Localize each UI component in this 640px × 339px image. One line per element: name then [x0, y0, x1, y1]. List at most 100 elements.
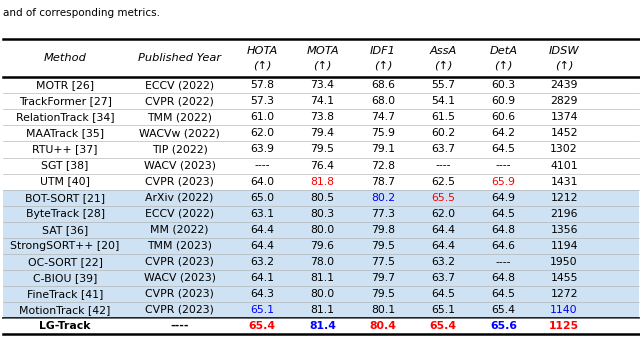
- Text: 1272: 1272: [550, 289, 578, 299]
- Text: (↑): (↑): [253, 60, 271, 70]
- Text: 76.4: 76.4: [310, 161, 335, 171]
- Text: MotionTrack [42]: MotionTrack [42]: [19, 305, 111, 315]
- Text: 77.3: 77.3: [371, 208, 395, 219]
- Text: OC-SORT [22]: OC-SORT [22]: [28, 257, 102, 267]
- Text: 55.7: 55.7: [431, 80, 455, 91]
- Text: 1452: 1452: [550, 128, 578, 138]
- Text: RelationTrack [34]: RelationTrack [34]: [16, 113, 115, 122]
- Text: 81.4: 81.4: [309, 321, 336, 331]
- Text: CVPR (2023): CVPR (2023): [145, 257, 214, 267]
- Text: CVPR (2023): CVPR (2023): [145, 305, 214, 315]
- Text: 63.7: 63.7: [431, 273, 455, 283]
- Text: 63.2: 63.2: [250, 257, 274, 267]
- Text: 62.5: 62.5: [431, 177, 455, 186]
- Text: MOTA: MOTA: [306, 46, 339, 56]
- Text: ----: ----: [496, 161, 511, 171]
- Text: 60.6: 60.6: [492, 113, 516, 122]
- Text: 1431: 1431: [550, 177, 578, 186]
- Text: (↑): (↑): [314, 60, 332, 70]
- Text: ECCV (2022): ECCV (2022): [145, 208, 214, 219]
- Text: 1455: 1455: [550, 273, 578, 283]
- Text: (↑): (↑): [555, 60, 573, 70]
- Text: BOT-SORT [21]: BOT-SORT [21]: [25, 193, 105, 203]
- Text: 64.5: 64.5: [492, 289, 516, 299]
- Text: TIP (2022): TIP (2022): [152, 144, 207, 155]
- Text: ArXiv (2022): ArXiv (2022): [145, 193, 214, 203]
- Text: 65.0: 65.0: [250, 193, 274, 203]
- Text: 74.1: 74.1: [310, 96, 335, 106]
- Text: 64.5: 64.5: [431, 289, 455, 299]
- Text: ----: ----: [496, 257, 511, 267]
- Text: Published Year: Published Year: [138, 53, 221, 63]
- Text: TMM (2023): TMM (2023): [147, 241, 212, 251]
- Text: C-BIOU [39]: C-BIOU [39]: [33, 273, 97, 283]
- Text: 64.4: 64.4: [431, 241, 455, 251]
- Text: 57.8: 57.8: [250, 80, 274, 91]
- Text: and of corresponding metrics.: and of corresponding metrics.: [3, 8, 160, 18]
- Text: 63.7: 63.7: [431, 144, 455, 155]
- Text: TrackFormer [27]: TrackFormer [27]: [19, 96, 111, 106]
- Text: 73.4: 73.4: [310, 80, 335, 91]
- Text: 79.5: 79.5: [310, 144, 335, 155]
- Text: WACV (2023): WACV (2023): [143, 273, 216, 283]
- Text: 62.0: 62.0: [250, 128, 274, 138]
- Text: 78.0: 78.0: [310, 257, 335, 267]
- Text: SGT [38]: SGT [38]: [42, 161, 89, 171]
- Text: 64.2: 64.2: [492, 128, 516, 138]
- Text: MAATrack [35]: MAATrack [35]: [26, 128, 104, 138]
- Text: 77.5: 77.5: [371, 257, 395, 267]
- Text: 64.5: 64.5: [492, 144, 516, 155]
- Text: 54.1: 54.1: [431, 96, 455, 106]
- Text: 80.0: 80.0: [310, 289, 335, 299]
- Text: MM (2022): MM (2022): [150, 225, 209, 235]
- Text: (↑): (↑): [495, 60, 513, 70]
- Text: ----: ----: [170, 321, 189, 331]
- Text: 73.8: 73.8: [310, 113, 335, 122]
- Text: 65.5: 65.5: [431, 193, 455, 203]
- Text: 75.9: 75.9: [371, 128, 395, 138]
- Text: ByteTrack [28]: ByteTrack [28]: [26, 208, 105, 219]
- Text: RTU++ [37]: RTU++ [37]: [33, 144, 98, 155]
- Text: 1125: 1125: [549, 321, 579, 331]
- Text: 79.1: 79.1: [371, 144, 395, 155]
- Text: 61.0: 61.0: [250, 113, 274, 122]
- Text: 65.4: 65.4: [249, 321, 276, 331]
- Text: 80.0: 80.0: [310, 225, 335, 235]
- Text: 64.0: 64.0: [250, 177, 274, 186]
- Text: FineTrack [41]: FineTrack [41]: [27, 289, 103, 299]
- Text: 60.2: 60.2: [431, 128, 456, 138]
- Text: 80.3: 80.3: [310, 208, 335, 219]
- Text: CVPR (2023): CVPR (2023): [145, 289, 214, 299]
- Text: 80.5: 80.5: [310, 193, 335, 203]
- Text: 68.0: 68.0: [371, 96, 395, 106]
- Text: 65.4: 65.4: [430, 321, 457, 331]
- Text: CVPR (2022): CVPR (2022): [145, 96, 214, 106]
- Text: (↑): (↑): [374, 60, 392, 70]
- Text: 1194: 1194: [550, 241, 578, 251]
- Text: UTM [40]: UTM [40]: [40, 177, 90, 186]
- Text: TMM (2022): TMM (2022): [147, 113, 212, 122]
- Text: HOTA: HOTA: [246, 46, 278, 56]
- Text: 68.6: 68.6: [371, 80, 395, 91]
- Text: 79.4: 79.4: [310, 128, 335, 138]
- Text: 80.2: 80.2: [371, 193, 395, 203]
- Text: MOTR [26]: MOTR [26]: [36, 80, 94, 91]
- Text: 1374: 1374: [550, 113, 578, 122]
- Text: 60.3: 60.3: [492, 80, 516, 91]
- Text: LG-Track: LG-Track: [40, 321, 91, 331]
- Text: ----: ----: [255, 161, 270, 171]
- Text: 64.3: 64.3: [250, 289, 274, 299]
- Text: 65.1: 65.1: [431, 305, 455, 315]
- Text: (↑): (↑): [434, 60, 452, 70]
- Text: 63.1: 63.1: [250, 208, 274, 219]
- Text: 65.6: 65.6: [490, 321, 517, 331]
- Text: 1140: 1140: [550, 305, 578, 315]
- Text: 1302: 1302: [550, 144, 578, 155]
- Text: 1212: 1212: [550, 193, 578, 203]
- Text: 81.1: 81.1: [310, 273, 335, 283]
- Text: Method: Method: [44, 53, 86, 63]
- Text: AssA: AssA: [429, 46, 457, 56]
- Text: 1950: 1950: [550, 257, 578, 267]
- Text: WACVw (2022): WACVw (2022): [139, 128, 220, 138]
- Text: 64.4: 64.4: [431, 225, 455, 235]
